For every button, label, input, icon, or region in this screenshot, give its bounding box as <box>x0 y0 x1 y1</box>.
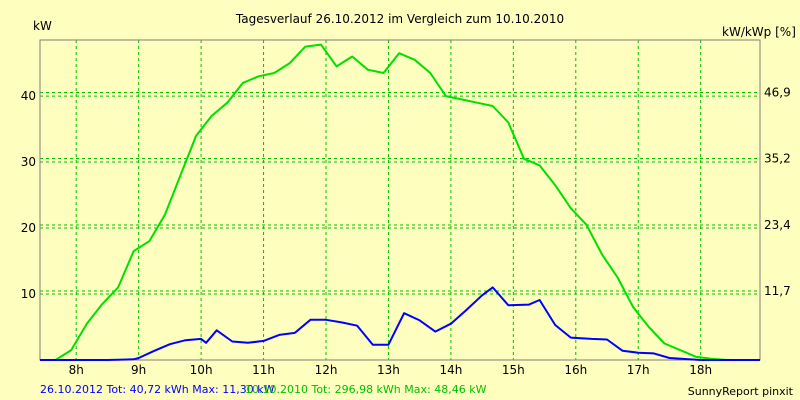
plot-frame <box>39 39 761 361</box>
x-axis-ticks: 8h 9h 10h 11h 12h 13h 14h 15h 16h 17h 18h <box>69 363 713 377</box>
footer-credit: SunnyReport pinxit <box>688 385 794 398</box>
chart-title: Tagesverlauf 26.10.2012 im Vergleich zum… <box>235 12 564 26</box>
right-tick-label: 11,7 <box>764 284 791 298</box>
plot-area <box>40 40 760 360</box>
left-tick-label: 40 <box>21 89 36 103</box>
grid-lines <box>40 40 760 360</box>
right-tick-label: 35,2 <box>764 151 791 165</box>
x-tick-label: 17h <box>627 363 650 377</box>
x-tick-label: 13h <box>377 363 400 377</box>
x-tick-label: 10h <box>190 363 213 377</box>
series-layer <box>40 43 760 361</box>
left-tick-label: 10 <box>21 287 36 301</box>
right-tick-label: 23,4 <box>764 218 791 232</box>
x-tick-label: 9h <box>131 363 146 377</box>
x-tick-label: 8h <box>69 363 84 377</box>
footer-series-2: 10.10.2010 Tot: 296,98 kWh Max: 48,46 kW <box>245 383 487 396</box>
left-axis-ticks: 10 20 30 40 <box>21 89 36 301</box>
x-tick-label: 11h <box>252 363 275 377</box>
x-tick-label: 15h <box>502 363 525 377</box>
right-axis-label: kW/kWp [%] <box>722 25 796 39</box>
x-tick-label: 14h <box>439 363 462 377</box>
x-tick-label: 12h <box>315 363 338 377</box>
left-tick-label: 30 <box>21 155 36 169</box>
series-line-26.10.2012 <box>40 286 760 361</box>
left-axis-label: kW <box>33 19 52 33</box>
left-tick-label: 20 <box>21 221 36 235</box>
right-axis-ticks: 11,7 23,4 35,2 46,9 <box>764 86 791 299</box>
right-tick-label: 46,9 <box>764 86 791 100</box>
x-tick-label: 16h <box>564 363 587 377</box>
footer-series-1: 26.10.2012 Tot: 40,72 kWh Max: 11,30 kW <box>40 383 275 396</box>
series-line-10.10.2010 <box>40 43 760 361</box>
x-tick-label: 18h <box>689 363 712 377</box>
